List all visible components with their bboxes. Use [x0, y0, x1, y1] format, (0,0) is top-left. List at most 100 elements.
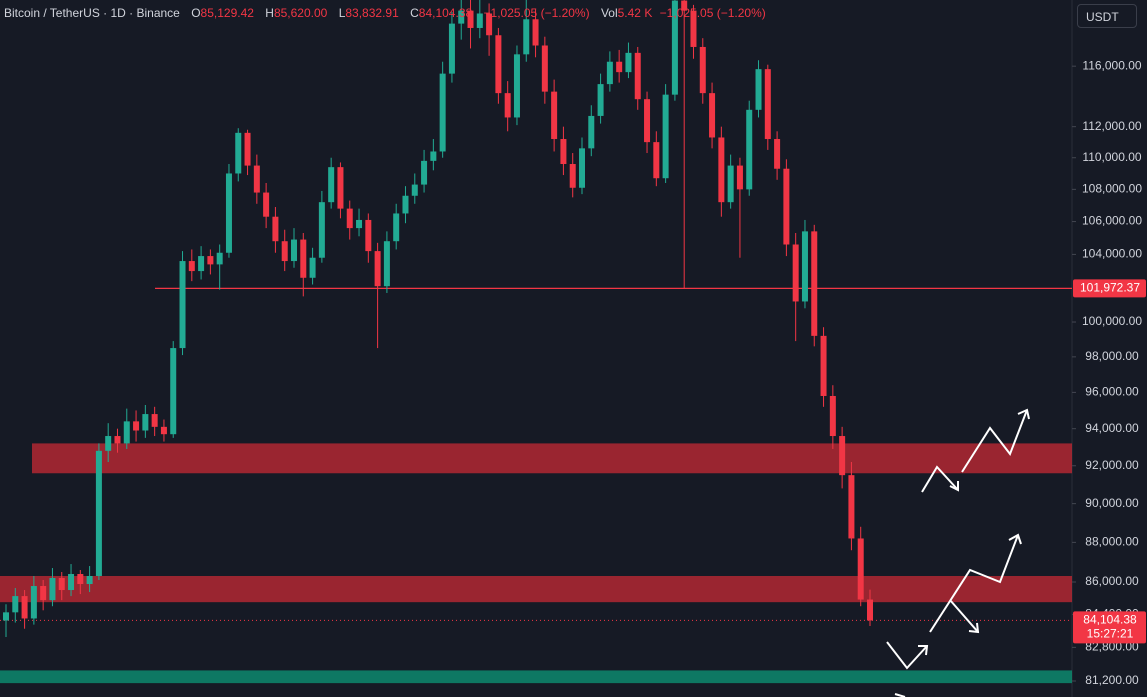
legend-value: 85,620.00	[273, 6, 328, 20]
candle-body	[114, 436, 121, 444]
candle-body	[346, 208, 353, 229]
candle-body	[569, 164, 576, 188]
level-label-box	[1073, 279, 1146, 298]
symbol-legend: Bitcoin / TetherUS · 1D · Binance O85,12…	[4, 6, 774, 20]
candle-body	[12, 596, 19, 613]
y-tick-label: 92,000.00	[1085, 458, 1139, 472]
candle-body	[690, 10, 697, 47]
candle-body	[764, 69, 771, 140]
candle-body	[495, 35, 502, 94]
candle-body	[606, 61, 613, 85]
candle-body	[839, 436, 846, 476]
candle-body	[68, 574, 75, 591]
symbol: Bitcoin / TetherUS · 1D · Binance	[4, 6, 180, 20]
candle-body	[625, 52, 632, 73]
candle-body	[727, 165, 734, 203]
candle-body	[699, 46, 706, 94]
candle-body	[105, 436, 112, 451]
candle-body	[272, 216, 279, 242]
zones	[0, 287, 1072, 684]
candle-body	[616, 61, 623, 73]
candle-body	[662, 94, 669, 179]
candle-body	[337, 167, 344, 209]
candle-body	[644, 99, 651, 143]
candle-body	[374, 251, 381, 287]
candle-body	[792, 244, 799, 302]
arrow-path	[886, 641, 928, 670]
legend-key: H	[265, 6, 274, 20]
y-tick-label: 88,000.00	[1085, 535, 1139, 549]
candle-body	[402, 195, 409, 214]
candle-body	[198, 256, 205, 272]
candle-body	[393, 213, 400, 242]
legend-change: −1,025.05 (−1.20%)	[483, 6, 590, 20]
y-tick-label: 116,000.00	[1082, 58, 1141, 72]
candle-body	[681, 0, 688, 11]
candle-body	[801, 231, 808, 302]
candle-body	[421, 160, 428, 185]
candle-body	[634, 52, 641, 100]
candle-body	[142, 414, 149, 431]
candle-body	[133, 421, 140, 431]
y-tick-label: 96,000.00	[1085, 385, 1139, 399]
candle-body	[318, 202, 325, 258]
drawn-arrows	[886, 408, 1030, 697]
candle-body	[671, 0, 678, 95]
candle-body	[40, 586, 47, 601]
candle-body	[411, 184, 418, 196]
candle-body	[513, 54, 520, 118]
candle-body	[309, 257, 316, 278]
candle-body	[244, 132, 251, 166]
candle-body	[58, 578, 65, 591]
candle-body	[448, 23, 455, 74]
candle-body	[281, 241, 288, 262]
arrow-head	[949, 481, 959, 492]
y-tick-label: 106,000.00	[1082, 214, 1142, 228]
candle-body	[439, 73, 446, 152]
arrow-head	[968, 622, 980, 634]
candle-body	[160, 426, 167, 435]
legend-key: C	[410, 6, 419, 20]
candle-body	[467, 10, 474, 28]
candle-body	[820, 335, 827, 396]
arrow-head	[918, 645, 929, 656]
zone	[0, 670, 1072, 684]
candle-body	[30, 586, 37, 619]
candle-body	[151, 414, 158, 427]
candle-body	[774, 139, 781, 169]
y-tick-label: 104,000.00	[1082, 247, 1142, 261]
candle-body	[383, 241, 390, 287]
arrow-head	[1017, 408, 1030, 420]
candle-body	[541, 45, 548, 92]
countdown-label: 15:27:21	[1087, 627, 1134, 641]
candle-body	[811, 231, 818, 336]
candle-body	[579, 148, 585, 188]
candle-body	[755, 69, 762, 110]
candle-body	[170, 348, 177, 435]
candle-body	[235, 132, 242, 174]
candle-body	[848, 475, 855, 539]
zone	[32, 443, 1072, 474]
legend-value: 83,832.91	[345, 6, 399, 20]
level-label: 101,972.37	[1080, 281, 1140, 295]
y-tick-label: 100,000.00	[1082, 314, 1142, 328]
candle-body	[597, 84, 604, 116]
legend-value: 84,104.38	[418, 6, 473, 20]
last-price-label: 84,104.38	[1083, 613, 1137, 627]
last-price-box	[1073, 611, 1146, 644]
candle-body	[86, 576, 93, 585]
arrow-path	[921, 465, 959, 493]
candle-body	[216, 252, 223, 265]
y-tick-label: 98,000.00	[1085, 349, 1139, 363]
candle-body	[458, 10, 465, 24]
currency-button[interactable]: USDT	[1077, 4, 1137, 28]
legend-key: O	[191, 6, 201, 20]
arrow-path	[961, 409, 1028, 473]
legend-value: 85,129.42	[200, 6, 254, 20]
y-tick-label: 90,000.00	[1085, 496, 1139, 510]
candle-body	[225, 173, 232, 253]
candle-body	[328, 167, 335, 203]
y-tick-label: 112,000.00	[1082, 119, 1141, 133]
